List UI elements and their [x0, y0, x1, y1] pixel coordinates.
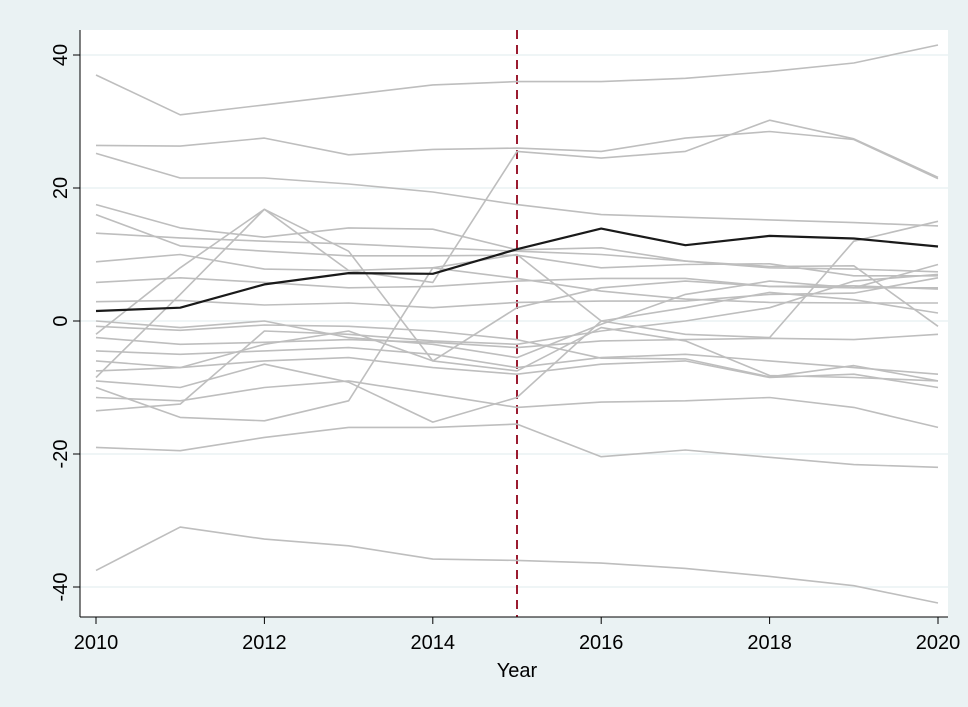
unit-series-line-22	[95, 280, 938, 359]
unit-series-line-7	[95, 253, 938, 304]
average-series-line	[95, 227, 939, 313]
unit-series-line-14	[95, 333, 939, 349]
unit-series-line-9	[95, 119, 939, 379]
unit-series-line-23	[95, 526, 939, 604]
gridlines	[80, 54, 948, 588]
y-tick-label-0: 40	[50, 44, 72, 66]
unit-series-line-19	[95, 423, 939, 469]
y-ticks: 40 20 0 -20 -40	[50, 44, 80, 602]
unit-series-line-10	[95, 291, 939, 423]
unit-series-line-18	[95, 273, 939, 412]
x-ticks: 2010 2012 2014 2016 2018 2020	[74, 617, 961, 654]
unit-series-line-1	[95, 44, 939, 116]
x-tick-label-5: 2020	[916, 632, 961, 654]
x-tick-label-0: 2010	[74, 632, 119, 654]
unit-series-line-17	[95, 380, 939, 429]
x-tick-label-4: 2018	[747, 632, 792, 654]
axes	[79, 30, 948, 618]
y-tick-label-3: -20	[50, 440, 72, 469]
unit-series-line-21	[95, 326, 939, 382]
unit-series-line-2	[95, 130, 939, 180]
unit-series-line-3	[95, 152, 939, 227]
y-tick-label-2: 0	[50, 315, 72, 326]
average-series-group	[95, 227, 939, 313]
y-tick-label-4: -40	[50, 573, 72, 602]
x-tick-label-3: 2016	[579, 632, 624, 654]
unit-series-line-6	[95, 232, 939, 273]
unit-series-line-20	[95, 220, 939, 422]
x-tick-label-2: 2014	[411, 632, 456, 654]
unit-series-line-12	[95, 277, 939, 309]
y-tick-label-1: 20	[50, 177, 72, 199]
x-tick-label-1: 2012	[242, 632, 287, 654]
unit-series-group	[95, 44, 939, 604]
plot-area	[80, 30, 948, 617]
unit-series-line-13	[95, 324, 939, 382]
x-axis-title: Year	[497, 660, 538, 682]
unit-series-line-11	[95, 208, 939, 362]
